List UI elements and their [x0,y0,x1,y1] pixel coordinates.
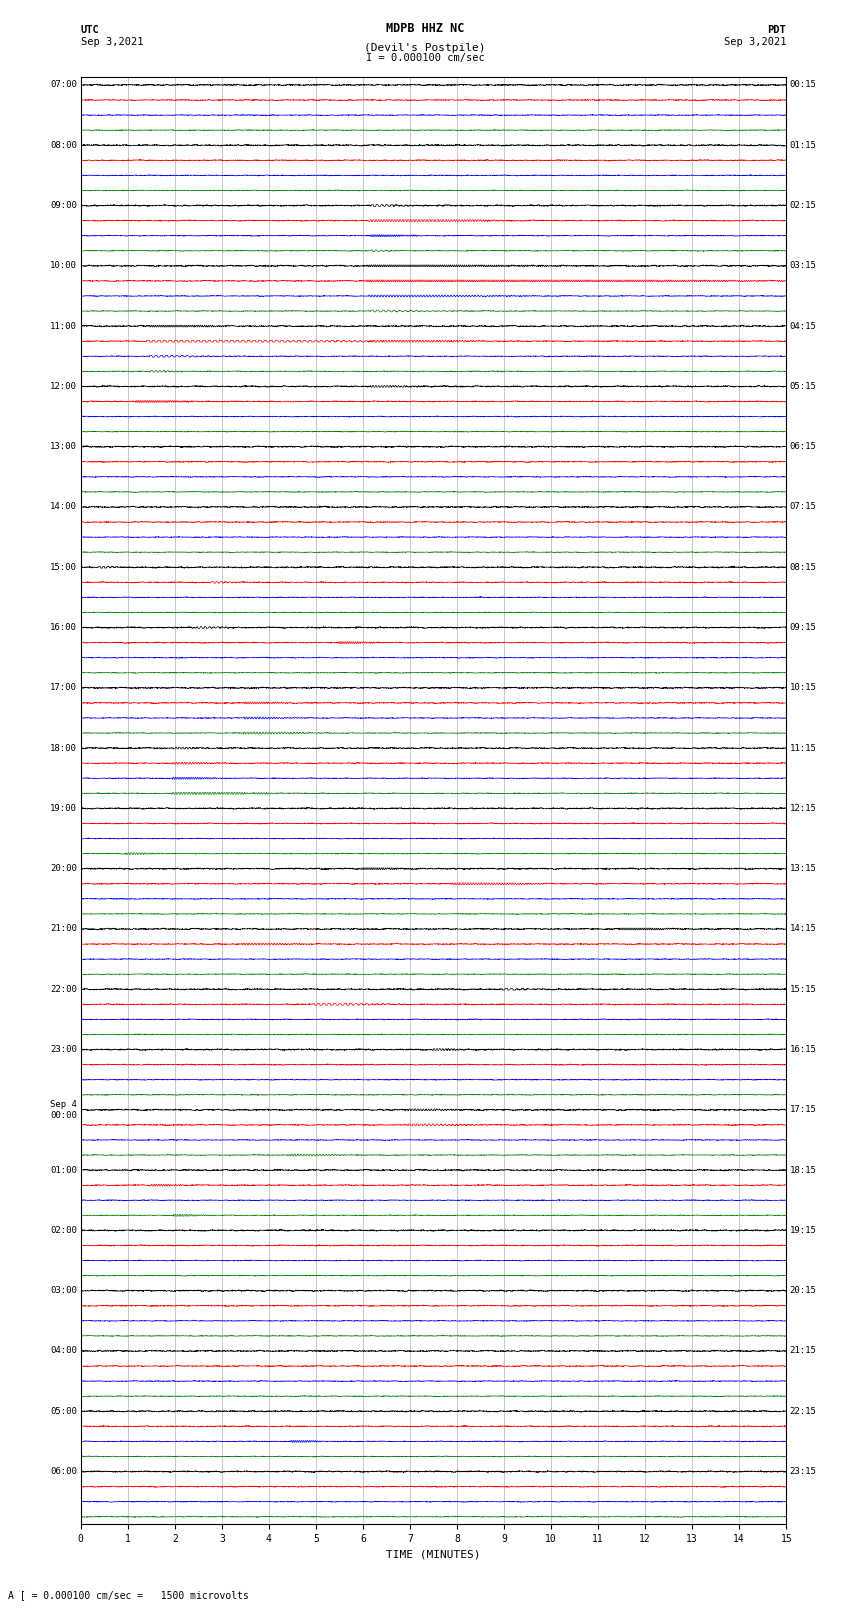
Text: 02:00: 02:00 [50,1226,77,1236]
Text: 06:00: 06:00 [50,1468,77,1476]
Text: 18:15: 18:15 [790,1166,817,1174]
Text: 22:15: 22:15 [790,1407,817,1416]
Text: 15:00: 15:00 [50,563,77,571]
Text: 00:15: 00:15 [790,81,817,89]
Text: 01:00: 01:00 [50,1166,77,1174]
Text: 13:15: 13:15 [790,865,817,873]
Text: 11:00: 11:00 [50,321,77,331]
Text: 19:00: 19:00 [50,803,77,813]
Text: 09:00: 09:00 [50,202,77,210]
Text: 04:00: 04:00 [50,1347,77,1355]
Text: 07:00: 07:00 [50,81,77,89]
Text: 10:15: 10:15 [790,684,817,692]
Text: 03:15: 03:15 [790,261,817,271]
Text: 02:15: 02:15 [790,202,817,210]
Text: 08:15: 08:15 [790,563,817,571]
X-axis label: TIME (MINUTES): TIME (MINUTES) [386,1550,481,1560]
Text: Sep 3,2021: Sep 3,2021 [81,37,144,47]
Text: A [ = 0.000100 cm/sec =   1500 microvolts: A [ = 0.000100 cm/sec = 1500 microvolts [8,1590,249,1600]
Text: UTC: UTC [81,26,99,35]
Text: 22:00: 22:00 [50,986,77,994]
Text: 19:15: 19:15 [790,1226,817,1236]
Text: 17:00: 17:00 [50,684,77,692]
Text: 04:15: 04:15 [790,321,817,331]
Text: 15:15: 15:15 [790,986,817,994]
Text: 05:15: 05:15 [790,382,817,390]
Text: Sep 3,2021: Sep 3,2021 [723,37,786,47]
Text: 16:15: 16:15 [790,1045,817,1053]
Text: 11:15: 11:15 [790,744,817,753]
Text: 16:00: 16:00 [50,623,77,632]
Text: 12:00: 12:00 [50,382,77,390]
Text: 09:15: 09:15 [790,623,817,632]
Text: 08:00: 08:00 [50,140,77,150]
Text: 21:00: 21:00 [50,924,77,934]
Text: I = 0.000100 cm/sec: I = 0.000100 cm/sec [366,53,484,63]
Text: 21:15: 21:15 [790,1347,817,1355]
Text: 20:15: 20:15 [790,1286,817,1295]
Text: 05:00: 05:00 [50,1407,77,1416]
Text: 12:15: 12:15 [790,803,817,813]
Text: 23:00: 23:00 [50,1045,77,1053]
Text: 23:15: 23:15 [790,1468,817,1476]
Text: 07:15: 07:15 [790,503,817,511]
Text: 14:00: 14:00 [50,503,77,511]
Text: Sep 4
00:00: Sep 4 00:00 [50,1100,77,1119]
Text: 18:00: 18:00 [50,744,77,753]
Text: 01:15: 01:15 [790,140,817,150]
Text: MDPB HHZ NC: MDPB HHZ NC [386,21,464,35]
Text: 06:15: 06:15 [790,442,817,452]
Text: 13:00: 13:00 [50,442,77,452]
Text: PDT: PDT [768,26,786,35]
Text: (Devil's Postpile): (Devil's Postpile) [365,44,485,53]
Text: 14:15: 14:15 [790,924,817,934]
Text: 10:00: 10:00 [50,261,77,271]
Text: 20:00: 20:00 [50,865,77,873]
Text: 17:15: 17:15 [790,1105,817,1115]
Text: 03:00: 03:00 [50,1286,77,1295]
